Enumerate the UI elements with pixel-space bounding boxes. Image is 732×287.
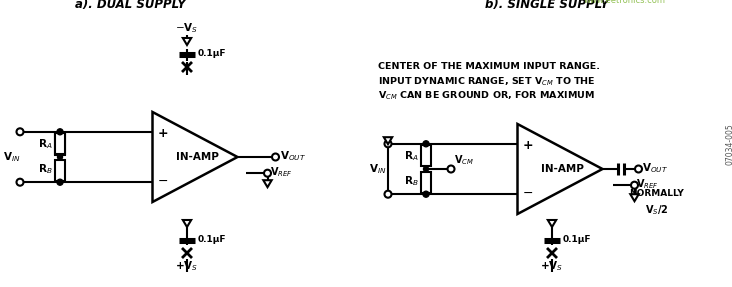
Circle shape xyxy=(17,128,23,135)
Text: www.eetronics.com: www.eetronics.com xyxy=(584,0,666,5)
Text: R$_B$: R$_B$ xyxy=(403,175,418,189)
Polygon shape xyxy=(183,220,191,227)
Polygon shape xyxy=(152,112,237,202)
Circle shape xyxy=(447,166,455,172)
Text: V$_{IN}$: V$_{IN}$ xyxy=(369,162,386,176)
Text: +V$_S$: +V$_S$ xyxy=(176,259,198,273)
Circle shape xyxy=(423,191,429,197)
Text: V$_{REF}$: V$_{REF}$ xyxy=(269,165,292,179)
Text: $-$: $-$ xyxy=(157,174,168,187)
Circle shape xyxy=(384,140,392,147)
Text: R$_A$: R$_A$ xyxy=(404,150,418,163)
Polygon shape xyxy=(384,137,392,144)
Circle shape xyxy=(264,170,271,177)
Text: V$_{CM}$: V$_{CM}$ xyxy=(454,153,474,167)
Text: R$_A$: R$_A$ xyxy=(38,137,52,151)
Text: R$_B$: R$_B$ xyxy=(37,163,52,177)
Text: +V$_S$: +V$_S$ xyxy=(540,259,564,273)
Bar xyxy=(55,133,65,155)
Circle shape xyxy=(57,179,63,185)
Text: $-$V$_S$: $-$V$_S$ xyxy=(176,21,198,35)
Text: V$_{CM}$ CAN BE GROUND OR, FOR MAXIMUM: V$_{CM}$ CAN BE GROUND OR, FOR MAXIMUM xyxy=(378,90,595,102)
Text: $-$: $-$ xyxy=(522,186,533,199)
Polygon shape xyxy=(264,180,272,187)
Polygon shape xyxy=(548,220,556,227)
Text: 0.1μF: 0.1μF xyxy=(198,236,226,245)
Text: NORMALLY: NORMALLY xyxy=(629,189,684,198)
Text: IN-AMP: IN-AMP xyxy=(176,152,218,162)
Polygon shape xyxy=(630,194,639,201)
Text: V$_{OUT}$: V$_{OUT}$ xyxy=(280,149,305,163)
Text: CENTER OF THE MAXIMUM INPUT RANGE.: CENTER OF THE MAXIMUM INPUT RANGE. xyxy=(378,62,600,71)
Text: 07034-005: 07034-005 xyxy=(725,123,732,165)
Bar xyxy=(55,133,65,154)
Circle shape xyxy=(423,141,429,147)
Text: 0.1μF: 0.1μF xyxy=(563,236,591,245)
Circle shape xyxy=(272,154,279,160)
Text: 0.1μF: 0.1μF xyxy=(198,49,226,59)
Circle shape xyxy=(424,166,428,172)
Circle shape xyxy=(57,129,63,135)
Text: +: + xyxy=(522,139,533,152)
Text: V$_S$/2: V$_S$/2 xyxy=(645,203,668,217)
Circle shape xyxy=(384,191,392,198)
Bar xyxy=(421,172,431,193)
Text: +: + xyxy=(157,127,168,140)
Text: a). DUAL SUPPLY: a). DUAL SUPPLY xyxy=(75,0,185,11)
Text: IN-AMP: IN-AMP xyxy=(540,164,583,174)
Circle shape xyxy=(58,154,62,160)
Polygon shape xyxy=(183,38,191,45)
Circle shape xyxy=(635,166,642,172)
Text: b). SINGLE SUPPLY: b). SINGLE SUPPLY xyxy=(485,0,609,11)
Bar xyxy=(421,145,431,166)
Text: V$_{REF}$: V$_{REF}$ xyxy=(637,177,660,191)
Bar xyxy=(55,160,65,181)
Text: INPUT DYNAMIC RANGE, SET V$_{CM}$ TO THE: INPUT DYNAMIC RANGE, SET V$_{CM}$ TO THE xyxy=(378,76,596,88)
Circle shape xyxy=(631,182,638,189)
Text: V$_{OUT}$: V$_{OUT}$ xyxy=(643,161,668,175)
Text: V$_{IN}$: V$_{IN}$ xyxy=(3,150,20,164)
Circle shape xyxy=(17,179,23,186)
Polygon shape xyxy=(518,124,602,214)
